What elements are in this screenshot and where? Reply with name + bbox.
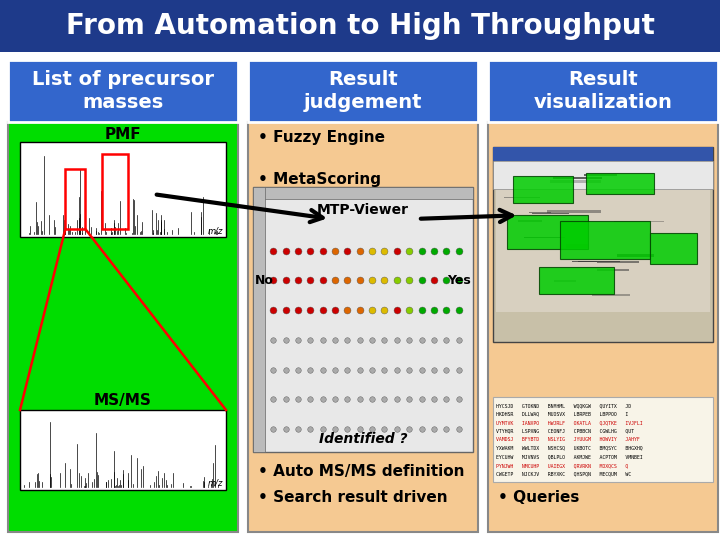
Bar (253, 187, 265, 452)
Text: No: No (255, 274, 274, 287)
Bar (493, 147, 713, 161)
Bar (554, 280, 576, 282)
Bar (0, 0, 720, 52)
Text: Result
visualization: Result visualization (534, 70, 672, 112)
Bar (528, 212, 551, 213)
Bar (586, 173, 654, 194)
Text: m/z: m/z (207, 479, 223, 488)
Bar (553, 177, 603, 179)
Text: Result
judgement: Result judgement (304, 70, 422, 112)
Text: VTYHQR   LSPXNG   CEONFJ   CPBBCN   CGWLHG   QUT: VTYHQR LSPXNG CEONFJ CPBBCN CGWLHG QUT (496, 429, 634, 434)
Text: m/z: m/z (207, 226, 223, 235)
Bar (566, 244, 588, 247)
Bar (507, 215, 588, 248)
Bar (8, 122, 238, 532)
Bar (650, 233, 697, 264)
Bar (560, 221, 650, 259)
Text: HKDHSR   DLLWAQ   MUOSVX   LBRPEB   LBPPOO   I: HKDHSR DLLWAQ MUOSVX LBRPEB LBPPOO I (496, 411, 629, 416)
Bar (253, 187, 473, 452)
Bar (524, 237, 565, 238)
Bar (493, 147, 713, 342)
Bar (493, 161, 713, 189)
Bar (597, 261, 639, 262)
Text: HYCSJD   GTOKND   BNMHML   WQQKGW   QUYITX   JD: HYCSJD GTOKND BNMHML WQQKGW QUYITX JD (496, 403, 631, 408)
Text: • MetaScoring: • MetaScoring (258, 172, 381, 187)
Text: • Queries: • Queries (498, 490, 580, 505)
Bar (488, 60, 718, 122)
Bar (493, 397, 713, 482)
Bar (572, 261, 598, 262)
Text: UYMTVK   IANXPO   HWJRLF   OKATLA   QJQTKE   IVJFLI: UYMTVK IANXPO HWJRLF OKATLA QJQTKE IVJFL… (496, 420, 646, 425)
Text: Identified ?: Identified ? (319, 432, 408, 446)
Text: CWGETP   NJCKJV   RBYXKC   QHSPQN   MECQUM   WC: CWGETP NJCKJV RBYXKC QHSPQN MECQUM WC (496, 471, 631, 476)
Bar (593, 294, 630, 296)
Bar (578, 260, 620, 262)
Text: YXWAKM   WWLTDX   NSHCSQ   UKBOTC   BMQSYC   BHGXHQ: YXWAKM WWLTDX NSHCSQ UKBOTC BMQSYC BHGXH… (496, 446, 643, 451)
Bar (547, 210, 601, 213)
Bar (513, 176, 573, 203)
Text: • Auto MS/MS definition: • Auto MS/MS definition (258, 464, 464, 479)
Text: MS/MS: MS/MS (94, 393, 152, 408)
Text: PMF: PMF (104, 127, 141, 142)
Bar (253, 187, 473, 199)
Bar (518, 220, 542, 222)
Text: From Automation to High Throughput: From Automation to High Throughput (66, 12, 654, 40)
Bar (532, 213, 569, 214)
Bar (102, 154, 128, 229)
Text: • Search result driven: • Search result driven (258, 490, 448, 505)
Bar (20, 142, 226, 237)
Text: • Fuzzy Engine: • Fuzzy Engine (258, 130, 385, 145)
Bar (8, 60, 238, 122)
Text: EYCUHW   MJVNVS   QBLPLO   AKMJWE   ACPTOM   VMNBEI: EYCUHW MJVNVS QBLPLO AKMJWE ACPTOM VMNBE… (496, 454, 646, 460)
Bar (488, 122, 718, 532)
Text: Yes: Yes (447, 274, 471, 287)
Bar (597, 269, 629, 271)
Bar (20, 410, 226, 490)
Bar (66, 169, 85, 229)
Text: List of precursor
masses: List of precursor masses (32, 70, 214, 112)
Bar (539, 267, 613, 294)
Bar (584, 174, 616, 176)
Bar (496, 161, 710, 312)
Text: MTP-Viewer: MTP-Viewer (317, 203, 409, 217)
Text: PYNJWH   NMCUHP   UAIEGX   QRVRKN   MOXQCS   Q: PYNJWH NMCUHP UAIEGX QRVRKN MOXQCS Q (496, 463, 629, 468)
Bar (550, 180, 601, 183)
Bar (248, 122, 478, 532)
Bar (616, 254, 654, 258)
Bar (614, 221, 664, 222)
Bar (248, 60, 478, 122)
Bar (504, 197, 540, 199)
Text: VAMDSJ   BFYBTD   NSLYIG   JYUUGM   HOWVIY   JAHYF: VAMDSJ BFYBTD NSLYIG JYUUGM HOWVIY JAHYF (496, 437, 640, 442)
